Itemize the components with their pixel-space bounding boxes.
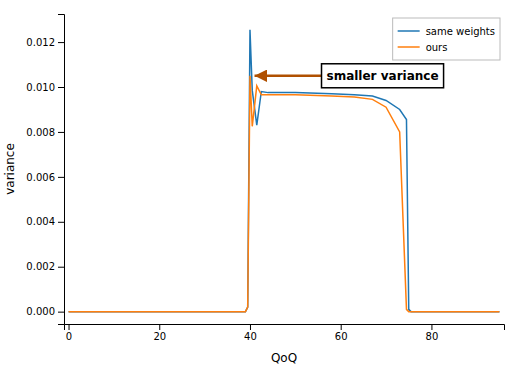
x-tick-mark	[159, 324, 160, 330]
y-tick-mark	[58, 42, 64, 43]
y-tick: 0.004	[26, 216, 64, 227]
y-tick: 0.008	[26, 127, 64, 138]
y-tick-mark	[58, 177, 64, 178]
y-tick-mark	[58, 312, 64, 313]
y-axis-title: variance	[3, 143, 17, 195]
y-tick-mark	[58, 267, 64, 268]
y-tick-mark	[58, 87, 64, 88]
y-tick-label: 0.004	[26, 216, 55, 227]
x-tick-label: 80	[426, 331, 439, 342]
legend-swatch	[398, 46, 420, 48]
x-tick: 40	[244, 324, 257, 342]
x-axis: 0 20 40 60 80	[65, 324, 505, 342]
x-tick: 20	[153, 324, 166, 342]
annotation-arrow	[255, 75, 322, 78]
legend-frame	[393, 18, 500, 60]
legend-label: same weights	[426, 26, 495, 37]
y-tick-label: 0.000	[26, 306, 55, 317]
legend: same weights ours	[393, 18, 500, 60]
chart-container: 0204060800.0000.0020.0040.0060.0080.0100…	[0, 0, 520, 370]
plot-area: 0204060800.0000.0020.0040.0060.0080.0100…	[3, 15, 505, 366]
x-tick: 0	[66, 324, 72, 342]
y-tick: 0.000	[26, 306, 64, 317]
x-tick-label: 40	[244, 331, 257, 342]
y-tick: 0.012	[26, 37, 64, 48]
y-tick-label: 0.010	[26, 82, 55, 93]
series-line	[69, 76, 500, 312]
y-axis: 0.000 0.002 0.004 0.006 0.008 0.010 0.012	[26, 15, 64, 325]
y-tick-label: 0.006	[26, 172, 55, 183]
y-tick-mark	[58, 222, 64, 223]
y-tick-label: 0.012	[26, 37, 55, 48]
x-tick-mark	[341, 324, 342, 330]
x-tick-label: 20	[153, 331, 166, 342]
y-tick: 0.010	[26, 82, 64, 93]
y-tick-label: 0.002	[26, 261, 55, 272]
x-tick: 80	[426, 324, 439, 342]
legend-swatch	[398, 30, 420, 32]
x-tick: 60	[335, 324, 348, 342]
x-tick-mark	[69, 324, 70, 330]
x-axis-line	[65, 325, 505, 331]
x-tick-mark	[250, 324, 251, 330]
y-tick: 0.002	[26, 261, 64, 272]
y-tick-mark	[58, 132, 64, 133]
series-group	[69, 30, 500, 312]
x-tick-label: 0	[66, 331, 72, 342]
legend-label: ours	[426, 42, 448, 53]
x-axis-title: QoQ	[271, 351, 297, 365]
annotation-text: smaller variance	[327, 69, 439, 83]
y-tick: 0.006	[26, 172, 64, 183]
annotation: smaller variance	[255, 64, 444, 88]
x-tick-mark	[431, 324, 432, 330]
x-tick-label: 60	[335, 331, 348, 342]
series-line	[69, 30, 500, 312]
annotation-box	[322, 64, 444, 88]
chart-svg: 0204060800.0000.0020.0040.0060.0080.0100…	[0, 0, 520, 370]
y-tick-label: 0.008	[26, 127, 55, 138]
y-axis-line	[58, 15, 65, 325]
